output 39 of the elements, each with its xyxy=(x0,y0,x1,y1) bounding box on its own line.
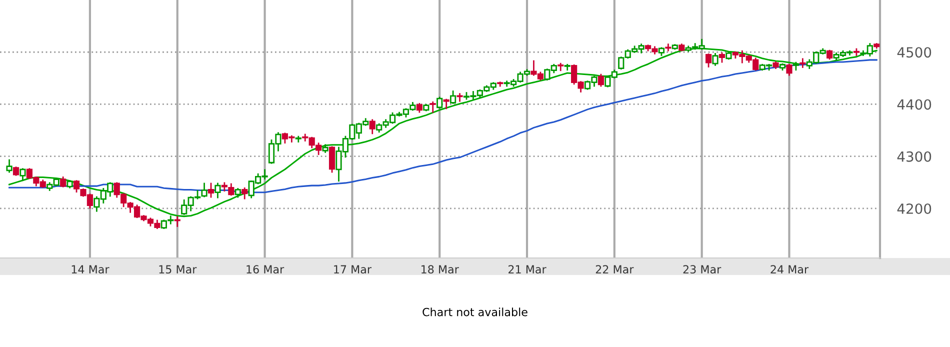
candlestick xyxy=(242,187,248,200)
x-tick-label: 22 Mar xyxy=(596,265,634,274)
x-tick-label: 24 Mar xyxy=(770,265,809,274)
y-tick-label: 4400 xyxy=(897,99,932,110)
candlestick xyxy=(450,90,456,104)
candlestick xyxy=(214,182,221,198)
y-tick-label: 4300 xyxy=(897,151,932,162)
candlestick xyxy=(201,182,208,198)
candlestick xyxy=(174,216,180,227)
candlestick xyxy=(295,136,302,142)
candlestick xyxy=(328,146,336,173)
candlestick xyxy=(436,96,443,109)
candlestick xyxy=(430,101,436,113)
x-tick-label: 15 Mar xyxy=(159,265,197,274)
candlestick xyxy=(443,98,450,110)
candlestick xyxy=(786,64,792,76)
text: Chart not available xyxy=(422,308,528,316)
candlestick xyxy=(558,62,564,72)
candlestick xyxy=(369,119,376,134)
x-tick-label: 16 Mar xyxy=(246,265,284,274)
x-tick-label: 14 Mar xyxy=(72,265,110,274)
x-tick-label: 18 Mar xyxy=(422,265,459,274)
candlestick xyxy=(6,159,12,173)
candlestick xyxy=(60,176,66,188)
x-tick-label: 21 Mar xyxy=(508,265,546,274)
candlestick xyxy=(564,64,570,71)
y-tick-label: 4500 xyxy=(897,47,932,58)
candlestick xyxy=(665,44,672,52)
y-tick-label: 4200 xyxy=(897,203,932,214)
candlestick xyxy=(712,52,718,66)
candlestick xyxy=(598,74,604,87)
candlestick xyxy=(456,93,463,102)
candlestick xyxy=(800,58,806,68)
x-tick-label: 17 Mar xyxy=(334,265,372,274)
candlestick xyxy=(208,182,214,198)
candlestick xyxy=(497,82,504,87)
candlestick xyxy=(705,54,712,68)
x-tick-label: 23 Mar xyxy=(683,265,722,274)
candlestick xyxy=(20,168,26,182)
